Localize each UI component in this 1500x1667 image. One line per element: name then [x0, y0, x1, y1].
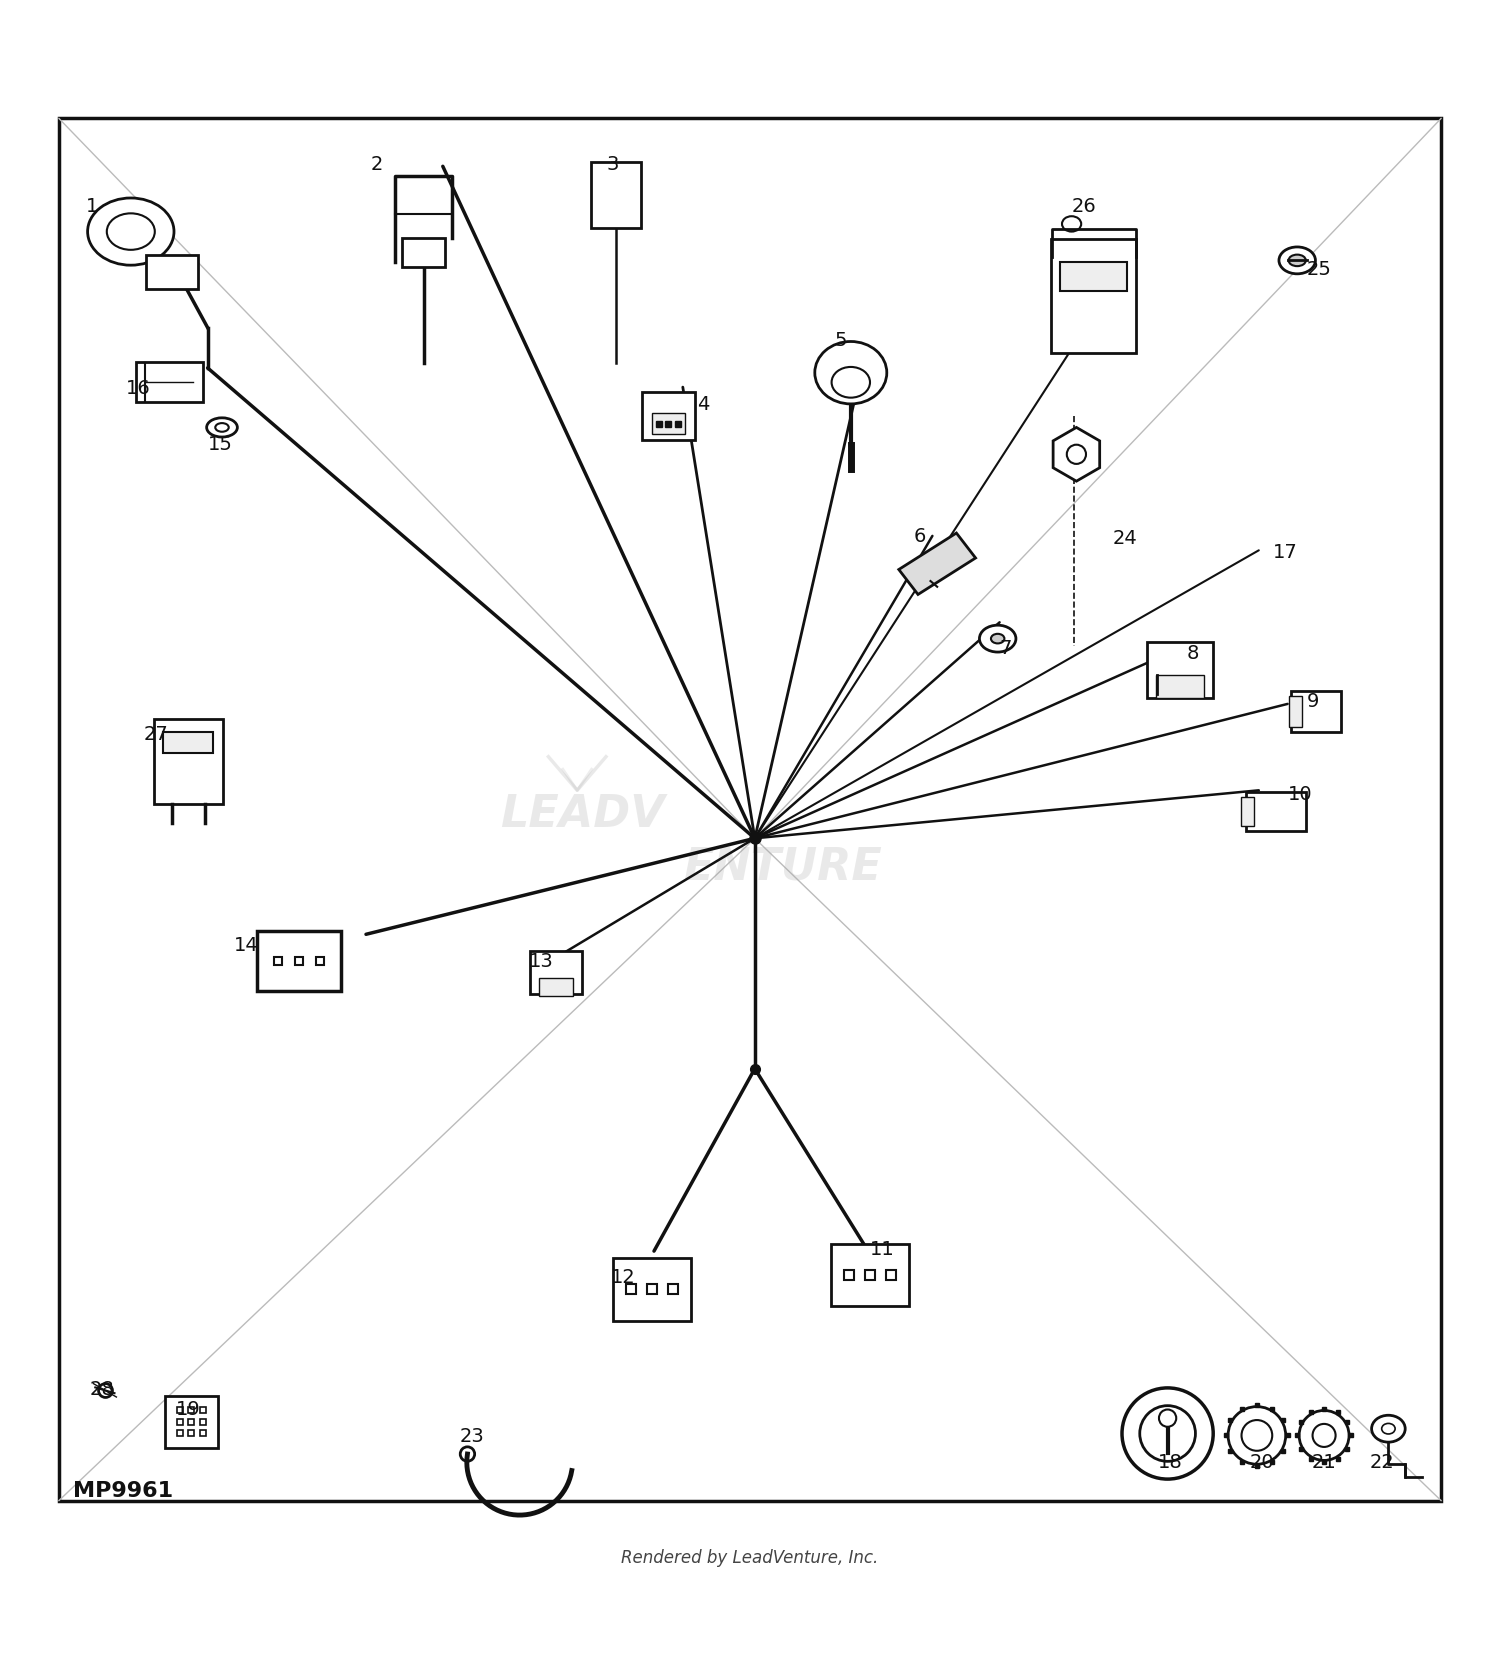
Bar	[164, 732, 213, 753]
Text: 20: 20	[1250, 1452, 1274, 1472]
Text: 17: 17	[1274, 543, 1298, 562]
Text: 1: 1	[86, 197, 98, 217]
Ellipse shape	[815, 342, 886, 403]
Text: 6: 6	[914, 527, 926, 547]
Bar	[1052, 240, 1136, 352]
Bar	[402, 238, 445, 267]
Text: 23: 23	[460, 1427, 484, 1445]
Ellipse shape	[1160, 1410, 1176, 1427]
Bar	[612, 1259, 692, 1320]
Text: 3: 3	[606, 155, 618, 173]
Ellipse shape	[216, 423, 228, 432]
Bar	[1060, 262, 1128, 292]
Text: 26: 26	[1071, 197, 1096, 217]
Text: 18: 18	[1158, 1452, 1182, 1472]
Ellipse shape	[1062, 217, 1082, 232]
Text: 5: 5	[834, 332, 848, 350]
Text: 28: 28	[90, 1380, 114, 1399]
Text: 22: 22	[1370, 1452, 1394, 1472]
Ellipse shape	[1288, 255, 1306, 267]
Text: 19: 19	[176, 1400, 201, 1419]
Text: 25: 25	[1306, 260, 1332, 280]
Ellipse shape	[992, 633, 1005, 643]
Ellipse shape	[980, 625, 1016, 652]
Bar	[1246, 792, 1306, 830]
Bar	[1292, 692, 1341, 732]
Text: 14: 14	[234, 937, 258, 955]
Ellipse shape	[1122, 1389, 1214, 1479]
Bar	[1240, 797, 1254, 825]
Text: 7: 7	[999, 638, 1012, 657]
Bar	[58, 118, 1442, 1500]
Bar	[1288, 697, 1302, 727]
Polygon shape	[1053, 427, 1100, 482]
Text: 11: 11	[870, 1240, 894, 1259]
Text: 15: 15	[207, 435, 232, 453]
Text: MP9961: MP9961	[74, 1480, 174, 1500]
Ellipse shape	[1066, 445, 1086, 463]
Bar	[540, 979, 573, 995]
Text: 10: 10	[1287, 785, 1312, 803]
Ellipse shape	[1228, 1407, 1286, 1464]
Bar	[831, 1244, 909, 1307]
Text: 4: 4	[698, 395, 709, 413]
Bar	[591, 162, 640, 228]
Ellipse shape	[1299, 1410, 1348, 1460]
Text: 8: 8	[1186, 645, 1198, 663]
Text: 2: 2	[370, 155, 382, 173]
Ellipse shape	[87, 198, 174, 265]
Text: ENTURE: ENTURE	[682, 845, 882, 889]
Ellipse shape	[1140, 1405, 1196, 1462]
Ellipse shape	[207, 418, 237, 437]
Text: LEADV: LEADV	[501, 793, 664, 835]
Bar	[642, 392, 694, 440]
Bar	[651, 413, 686, 433]
Text: 13: 13	[530, 952, 554, 970]
Polygon shape	[898, 533, 975, 595]
Bar	[256, 932, 340, 990]
Ellipse shape	[1371, 1415, 1406, 1442]
Text: 12: 12	[610, 1269, 636, 1287]
Bar	[165, 1395, 218, 1449]
Text: 16: 16	[126, 380, 150, 398]
Text: 27: 27	[144, 725, 168, 743]
Ellipse shape	[1280, 247, 1316, 273]
Bar	[146, 255, 198, 288]
Bar	[154, 718, 224, 803]
Bar	[1148, 642, 1212, 698]
Text: 9: 9	[1306, 692, 1318, 712]
Text: 24: 24	[1113, 528, 1137, 548]
Ellipse shape	[1312, 1424, 1335, 1447]
Bar	[135, 362, 202, 402]
Bar	[530, 952, 582, 994]
Ellipse shape	[831, 367, 870, 398]
Ellipse shape	[1382, 1424, 1395, 1434]
Ellipse shape	[1242, 1420, 1272, 1450]
Bar	[1156, 675, 1204, 698]
Ellipse shape	[106, 213, 154, 250]
Text: 21: 21	[1311, 1452, 1336, 1472]
Text: Rendered by LeadVenture, Inc.: Rendered by LeadVenture, Inc.	[621, 1549, 879, 1567]
